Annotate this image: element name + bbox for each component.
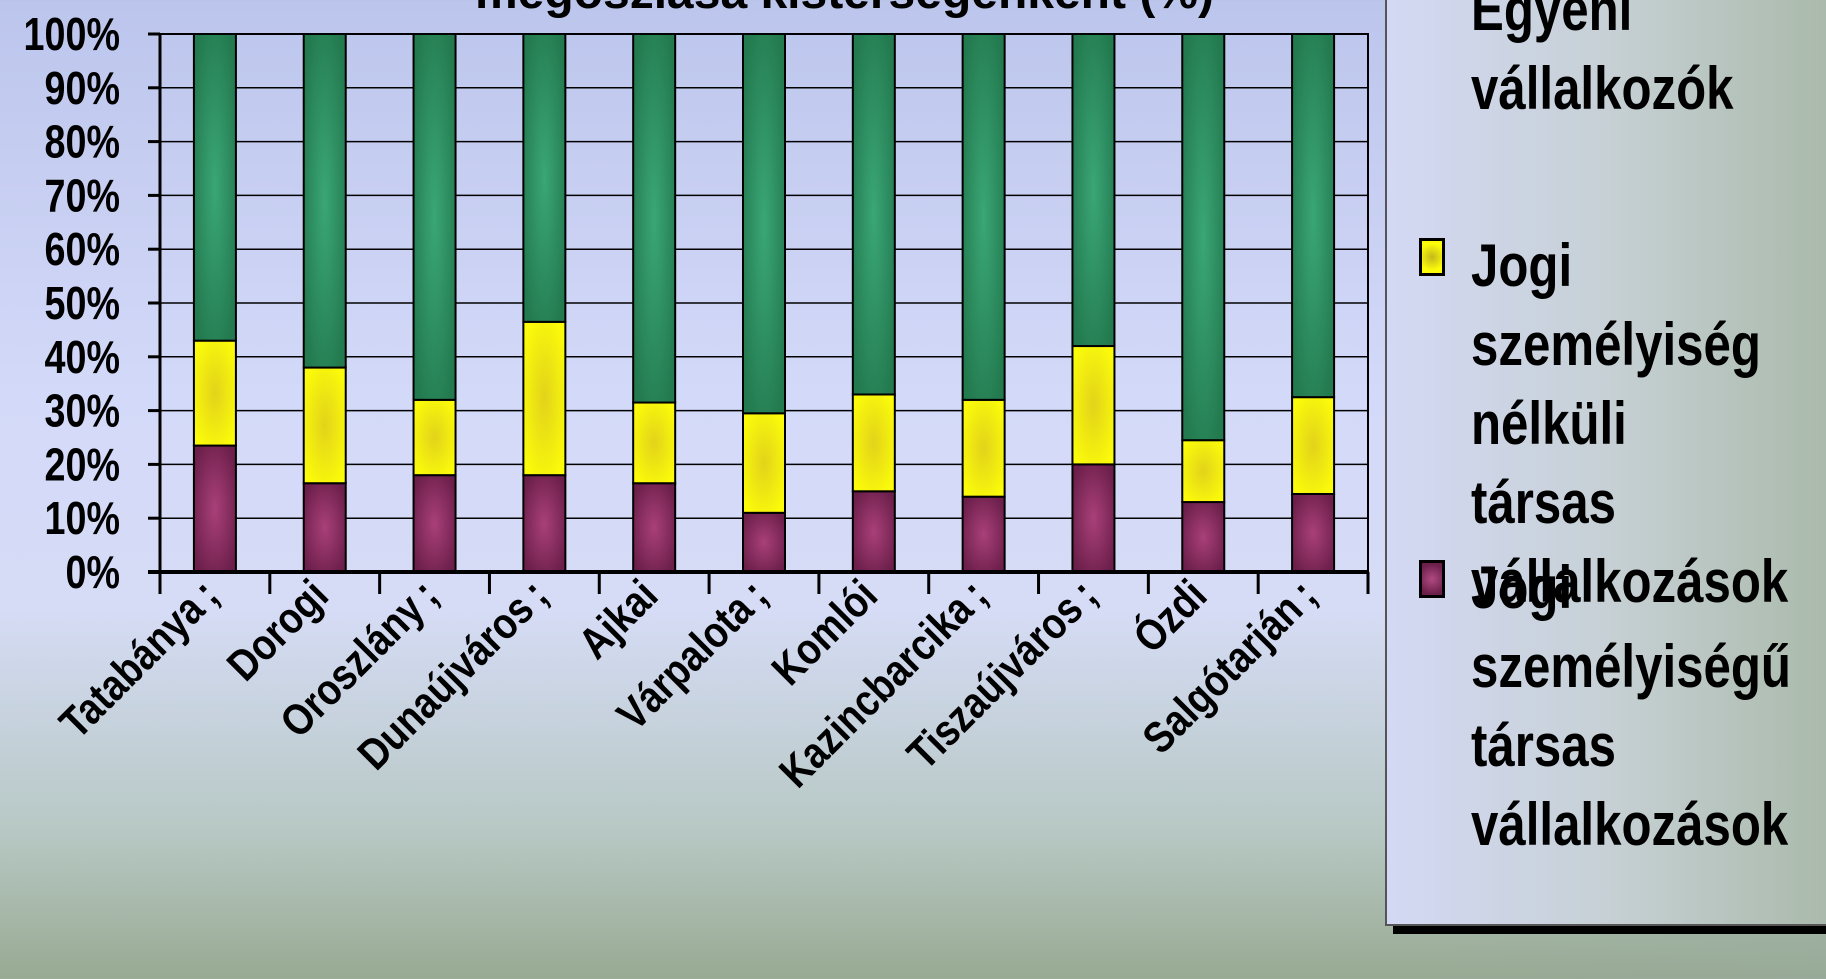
bar-segment	[851, 393, 896, 493]
bar-segment	[1181, 439, 1226, 504]
bar-segment	[1291, 396, 1336, 495]
bar-segment	[302, 366, 347, 485]
bar-segment	[522, 33, 567, 323]
bar-segment	[192, 444, 237, 574]
y-tick-label: 10%	[45, 493, 120, 544]
legend: Egyéni vállalkozók Jogi személyiség nélk…	[1385, 0, 1826, 926]
bar-segment	[1291, 492, 1336, 573]
bar-segment	[412, 474, 457, 573]
chart-title: megoszlása kistérségenként (%)	[475, 0, 1214, 19]
bar-segment	[302, 482, 347, 574]
y-tick-label: 80%	[45, 116, 120, 167]
legend-label-jogi-nelkuli: Jogi személyiség nélküli társas vállalko…	[1471, 232, 1789, 615]
bar-segment	[961, 398, 1006, 498]
bar-segment	[192, 339, 237, 447]
x-tick-label: Dunaújváros ;	[348, 570, 557, 779]
bar-segment	[961, 33, 1006, 401]
bar-segment	[742, 511, 786, 574]
y-tick-label: 0%	[65, 546, 120, 597]
bar-segment	[1071, 33, 1116, 348]
bar-segment	[742, 33, 786, 415]
y-tick-label: 70%	[45, 170, 120, 221]
y-tick-label: 30%	[45, 385, 120, 436]
bars	[192, 33, 1336, 574]
bar-segment	[412, 398, 457, 477]
bar-segment	[192, 33, 237, 342]
bar-segment	[961, 495, 1006, 573]
bar-segment	[1291, 33, 1336, 399]
bar-segment	[522, 320, 567, 477]
y-tick-label: 20%	[45, 439, 120, 490]
bar-segment	[522, 474, 567, 573]
bar-segment	[412, 33, 457, 401]
legend-label-egyeni: Egyéni vállalkozók	[1471, 0, 1734, 122]
bar-segment	[1071, 345, 1116, 466]
legend-label-jogi-szemelyisegu: Jogi személyiségű társas vállalkozások	[1471, 554, 1791, 858]
stacked-bar-chart: megoszlása kistérségenként (%) 0%10%20%3…	[24, 0, 1370, 797]
y-tick-label: 90%	[45, 62, 120, 113]
legend-swatch-jogi-nelkuli	[1419, 238, 1445, 276]
y-tick-label: 50%	[45, 277, 120, 328]
y-tick-label: 100%	[24, 8, 120, 59]
bar-segment	[1181, 501, 1226, 573]
bar-segment	[302, 33, 347, 369]
bar-segment	[1181, 33, 1226, 442]
bar-segment	[742, 412, 786, 514]
bar-segment	[851, 33, 896, 396]
y-tick-label: 40%	[45, 331, 120, 382]
axes	[148, 32, 1370, 594]
x-tick-label: Ajkai	[569, 570, 667, 668]
y-tick-labels: 0%10%20%30%40%50%60%70%80%90%100%	[24, 8, 120, 597]
y-tick-label: 60%	[45, 224, 120, 275]
bar-segment	[851, 490, 896, 573]
legend-swatch-jogi-szemelyisegu	[1419, 560, 1445, 598]
bar-segment	[632, 401, 677, 485]
bar-segment	[632, 33, 677, 404]
x-tick-label: Ózdi	[1124, 570, 1216, 662]
bar-segment	[1071, 463, 1116, 573]
bar-segment	[632, 482, 677, 574]
